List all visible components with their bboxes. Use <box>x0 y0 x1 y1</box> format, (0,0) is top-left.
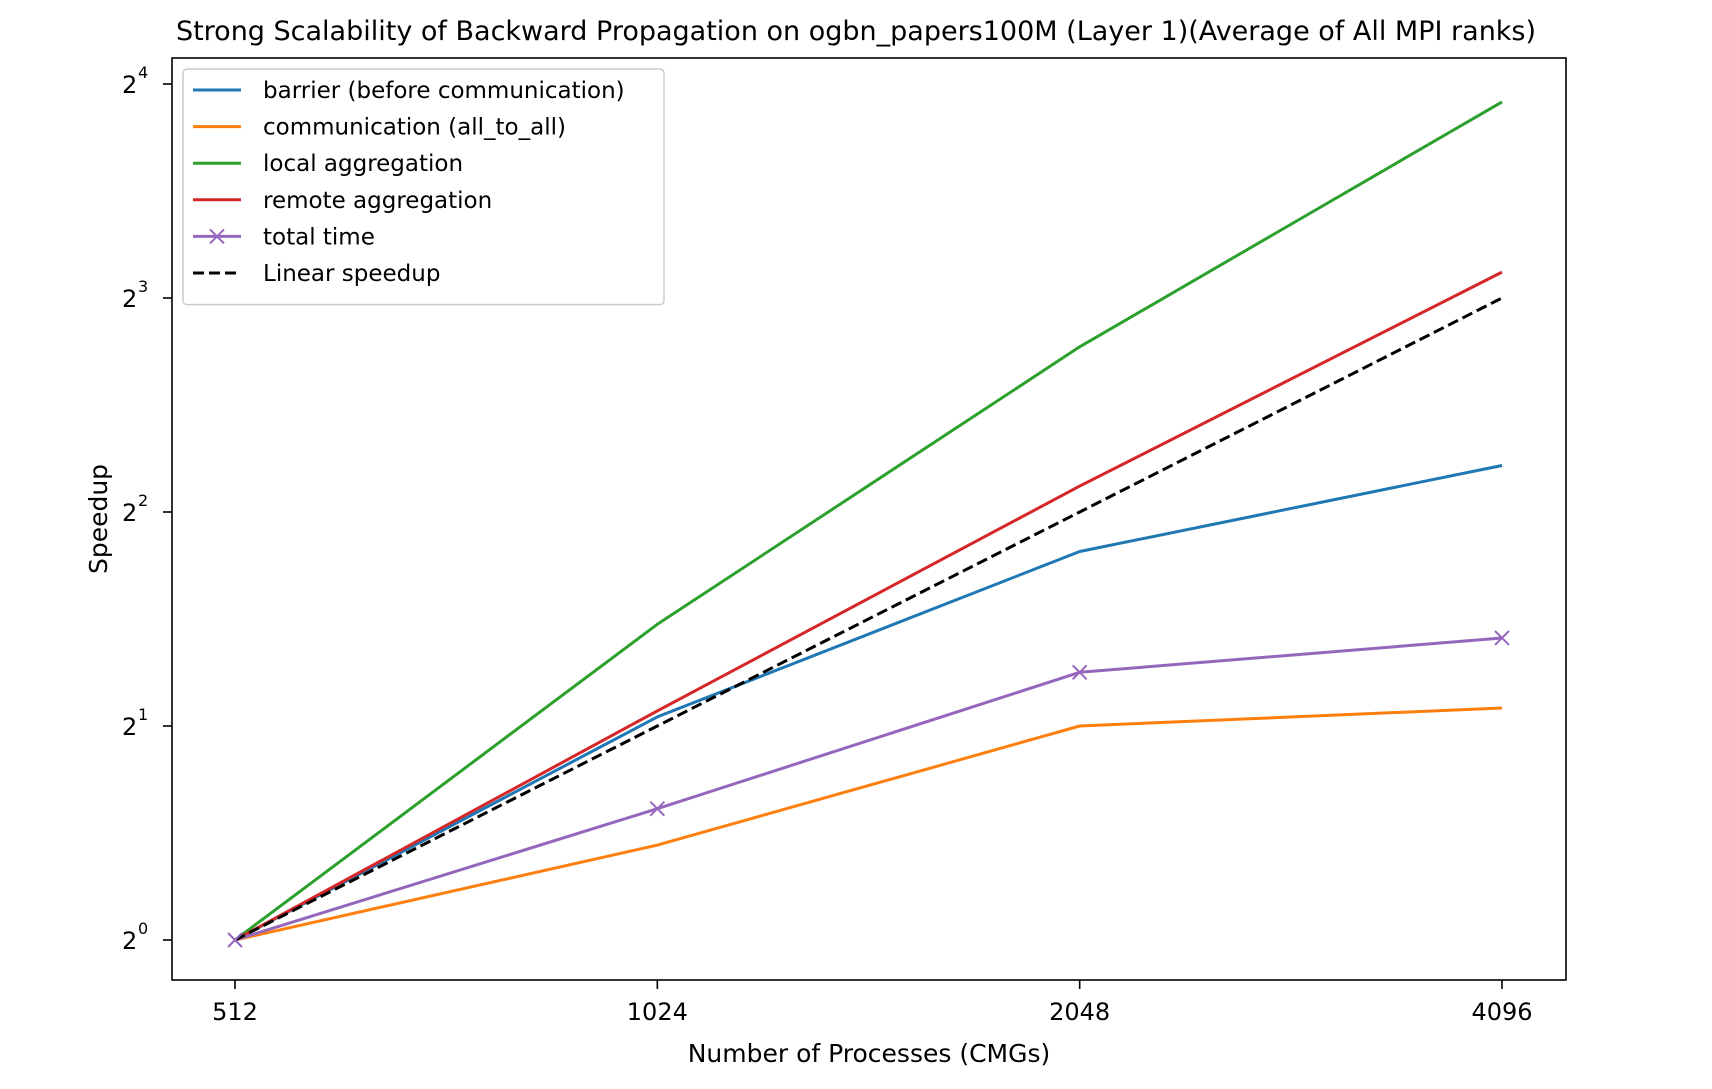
legend-label: remote aggregation <box>263 188 492 214</box>
series-marker <box>649 800 666 817</box>
x-axis-label: Number of Processes (CMGs) <box>688 1039 1051 1068</box>
x-tick-label: 1024 <box>627 998 688 1026</box>
x-tick-label: 2048 <box>1049 998 1110 1026</box>
series-line-4 <box>234 636 1503 942</box>
legend-box <box>182 68 665 306</box>
y-axis-label: Speedup <box>84 464 113 574</box>
y-axis-ticks: 2 02 12 22 32 4 <box>122 63 172 955</box>
chart-title: Strong Scalability of Backward Propagati… <box>176 16 1536 47</box>
y-tick-exponent: 2 <box>138 491 148 510</box>
markers <box>227 630 1510 948</box>
legend-label: barrier (before communication) <box>263 78 625 104</box>
series-line-2 <box>234 100 1503 942</box>
series-marker <box>1071 664 1088 681</box>
x-axis-ticks: 512 1024 2048 4096 <box>212 980 1533 1026</box>
y-tick-exponent: 3 <box>138 277 148 296</box>
series-marker <box>1494 630 1510 646</box>
y-tick-label: 2 <box>122 927 137 955</box>
series-line-1 <box>234 706 1503 942</box>
legend-label: total time <box>263 224 375 250</box>
y-tick-exponent: 1 <box>138 705 148 724</box>
y-tick-exponent: 0 <box>138 919 148 938</box>
plot-lines <box>234 100 1503 942</box>
series-marker <box>227 932 243 948</box>
x-tick-label: 4096 <box>1471 998 1532 1026</box>
series-line-3 <box>234 270 1503 942</box>
legend-label: communication (all_to_all) <box>263 115 566 141</box>
y-tick-label: 2 <box>122 713 137 741</box>
legend-label: Linear speedup <box>263 261 440 287</box>
y-tick-label: 2 <box>122 499 137 527</box>
legend-marker <box>209 228 225 245</box>
series-line-5 <box>234 296 1503 942</box>
y-tick-exponent: 4 <box>138 63 148 82</box>
y-tick-label: 2 <box>122 285 137 313</box>
series-line-0 <box>234 464 1503 942</box>
y-tick-label: 2 <box>122 71 137 99</box>
plot-frame <box>171 57 1567 981</box>
legend: barrier (before communication) communicat… <box>182 68 665 306</box>
legend-label: local aggregation <box>263 151 463 177</box>
x-tick-label: 512 <box>212 998 258 1026</box>
